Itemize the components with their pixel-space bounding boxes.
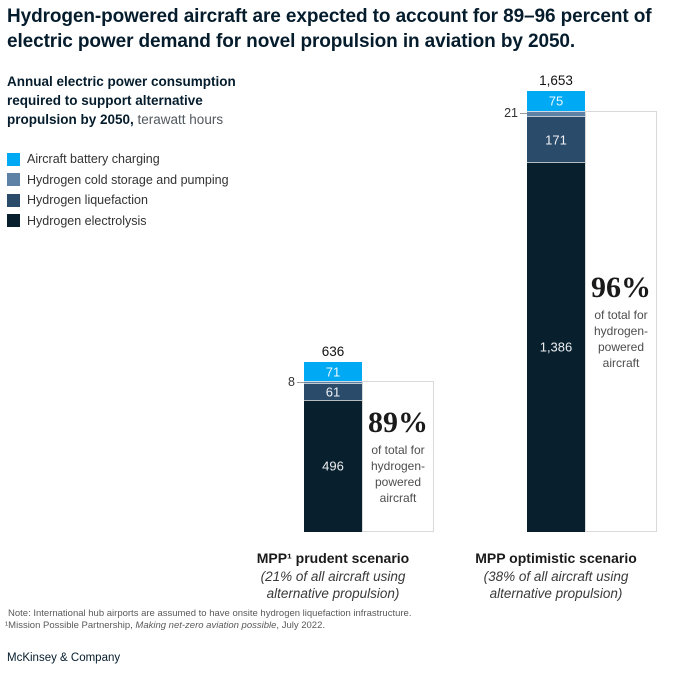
footnote-source-pre: ¹Mission Possible Partnership, bbox=[5, 619, 136, 631]
segment-value-label: 75 bbox=[548, 93, 564, 109]
legend-swatch-icon bbox=[7, 173, 20, 187]
chart-subtitle-unit: terawatt hours bbox=[133, 112, 224, 127]
footnote-source-title: Making net-zero aviation possible bbox=[135, 619, 277, 631]
legend-label: Hydrogen liquefaction bbox=[27, 193, 148, 208]
legend-swatch-icon bbox=[7, 152, 20, 166]
percent-caption: of total for hydrogen-powered aircraft bbox=[593, 307, 649, 370]
segment-value-label: 171 bbox=[545, 132, 567, 148]
category-note: (21% of all aircraft using alternative p… bbox=[260, 569, 406, 601]
bar-segment: 496 bbox=[304, 399, 362, 532]
bar-segment bbox=[527, 110, 585, 117]
legend-swatch-icon bbox=[7, 214, 20, 228]
footnote-line-1: Note: International hub airports are ass… bbox=[8, 608, 412, 619]
segment-value-label-outside: 21 bbox=[504, 106, 518, 121]
category-label: MPP optimistic scenario (38% of all aircr… bbox=[458, 549, 654, 602]
bar-total-label: 1,653 bbox=[539, 72, 573, 88]
legend-item: Hydrogen liquefaction bbox=[7, 190, 229, 211]
legend-item: Aircraft battery charging bbox=[7, 149, 229, 170]
percent-annotation-box: 89% of total for hydrogen-powered aircraf… bbox=[362, 381, 434, 532]
segment-value-label: 1,386 bbox=[539, 339, 573, 355]
category-note: (38% of all aircraft using alternative p… bbox=[483, 569, 629, 601]
bar-segment: 75 bbox=[527, 90, 585, 111]
label-connector-line bbox=[520, 113, 527, 115]
legend-label: Hydrogen cold storage and pumping bbox=[27, 172, 229, 187]
legend-label: Aircraft battery charging bbox=[27, 152, 160, 167]
legend-label: Hydrogen electrolysis bbox=[27, 213, 147, 228]
bar-segment: 171 bbox=[527, 116, 585, 162]
percent-value: 89% bbox=[368, 406, 428, 440]
page-title: Hydrogen-powered aircraft are expected t… bbox=[7, 6, 652, 52]
legend-item: Hydrogen electrolysis bbox=[7, 211, 229, 232]
segment-value-label: 496 bbox=[322, 458, 344, 474]
label-connector-line bbox=[297, 382, 304, 384]
segment-value-label: 61 bbox=[325, 384, 341, 400]
bar-segment: 1,386 bbox=[527, 161, 585, 532]
category-name: MPP¹ prudent scenario bbox=[256, 550, 410, 566]
chart-subtitle: Annual electric power consumption requir… bbox=[7, 72, 269, 129]
percent-caption: of total for hydrogen-powered aircraft bbox=[370, 443, 426, 506]
mckinsey-wordmark: McKinsey & Company bbox=[7, 652, 121, 664]
chart-legend: Aircraft battery charging Hydrogen cold s… bbox=[7, 149, 229, 231]
percent-value: 96% bbox=[591, 270, 651, 304]
bar-total-label: 636 bbox=[321, 344, 345, 360]
footnote: Note: International hub airports are ass… bbox=[5, 608, 411, 631]
footnote-line-2: ¹Mission Possible Partnership, Making ne… bbox=[5, 620, 411, 632]
bar-segment bbox=[304, 381, 362, 384]
percent-annotation-box: 96% of total for hydrogen-powered aircraf… bbox=[585, 110, 657, 532]
legend-item: Hydrogen cold storage and pumping bbox=[7, 170, 229, 191]
segment-value-label: 71 bbox=[325, 364, 341, 380]
chart-subtitle-bold: Annual electric power consumption requir… bbox=[7, 74, 236, 127]
footnote-source-post: , July 2022. bbox=[276, 619, 326, 631]
category-label: MPP¹ prudent scenario (21% of all aircraf… bbox=[235, 549, 431, 602]
bar-segment: 71 bbox=[304, 362, 362, 382]
category-name: MPP optimistic scenario bbox=[475, 550, 637, 566]
segment-value-label-outside: 8 bbox=[288, 375, 295, 390]
legend-swatch-icon bbox=[7, 193, 20, 207]
bar-segment: 61 bbox=[304, 383, 362, 400]
